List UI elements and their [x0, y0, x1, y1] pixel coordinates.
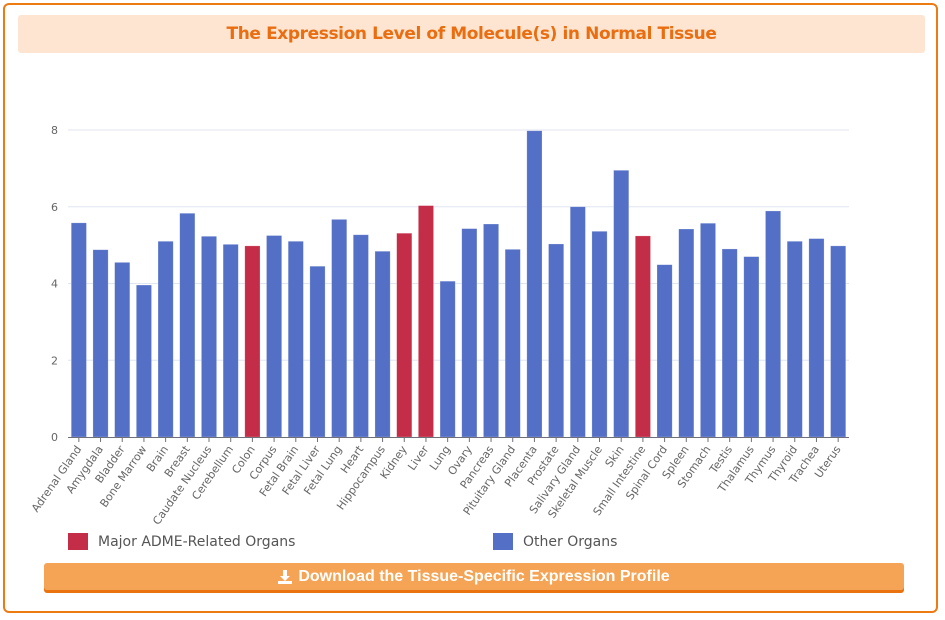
- bar-thyroid[interactable]: [786, 240, 803, 438]
- bar-uterus[interactable]: [830, 245, 847, 438]
- legend-label-other: Other Organs: [523, 533, 618, 550]
- bar-liver[interactable]: [418, 205, 434, 438]
- bar-cerebellum[interactable]: [222, 244, 239, 438]
- y-axis-ticks: 0 2 4 6 8: [51, 124, 58, 444]
- bar-bone-marrow[interactable]: [136, 284, 152, 438]
- x-tick-label: Liver: [405, 443, 431, 473]
- title-bar: The Expression Level of Molecule(s) in N…: [18, 15, 925, 53]
- bar-placenta[interactable]: [526, 130, 543, 438]
- bar-spinal-cord[interactable]: [656, 264, 673, 438]
- bar-stomach[interactable]: [700, 222, 716, 438]
- bar-fetal-lung[interactable]: [331, 219, 348, 438]
- download-profile-button[interactable]: Download the Tissue-Specific Expression …: [44, 563, 904, 590]
- chart-title: The Expression Level of Molecule(s) in N…: [226, 24, 717, 44]
- bar-amygdala[interactable]: [92, 249, 109, 438]
- y-tick-label: 4: [51, 278, 58, 291]
- y-tick-label: 0: [51, 431, 58, 444]
- bar-brain[interactable]: [157, 240, 174, 438]
- legend-item-other[interactable]: Other Organs: [493, 533, 617, 550]
- x-axis: [68, 437, 849, 442]
- bar-prostate[interactable]: [548, 243, 565, 438]
- legend-label-adme: Major ADME-Related Organs: [98, 533, 296, 550]
- grid-lines: [68, 129, 849, 361]
- bar-pituitary-gland[interactable]: [504, 249, 521, 438]
- bar-trachea[interactable]: [808, 238, 825, 438]
- bar-breast[interactable]: [179, 212, 196, 438]
- y-tick-label: 6: [51, 201, 58, 214]
- bar-salivary-gland[interactable]: [569, 206, 586, 438]
- bar-small-intestine[interactable]: [635, 235, 651, 438]
- download-icon: [278, 569, 293, 584]
- bar-kidney[interactable]: [396, 232, 413, 438]
- legend-swatch-other: [493, 533, 513, 550]
- legend-item-adme[interactable]: Major ADME-Related Organs: [68, 533, 295, 550]
- bar-adrenal-gland[interactable]: [70, 222, 87, 438]
- bar-colon[interactable]: [244, 245, 261, 438]
- bar-bladder[interactable]: [114, 262, 131, 438]
- bar-caudate-nucleus[interactable]: [201, 235, 217, 438]
- bar-corpus[interactable]: [266, 235, 282, 438]
- bar-skeletal-muscle[interactable]: [591, 231, 608, 438]
- bar-ovary[interactable]: [461, 228, 478, 438]
- y-tick-label: 8: [51, 124, 58, 137]
- bars: [70, 130, 847, 438]
- bar-pancreas[interactable]: [483, 223, 499, 438]
- bar-thymus[interactable]: [765, 210, 781, 438]
- bar-lung[interactable]: [439, 280, 456, 438]
- bar-skin[interactable]: [613, 169, 630, 438]
- download-label: Download the Tissue-Specific Expression …: [298, 567, 670, 585]
- bar-hippocampus[interactable]: [374, 250, 391, 438]
- y-tick-label: 2: [51, 354, 58, 367]
- bar-testis[interactable]: [721, 248, 738, 438]
- bar-fetal-liver[interactable]: [309, 265, 326, 438]
- bar-thalamus[interactable]: [743, 256, 760, 438]
- bar-fetal-brain[interactable]: [287, 240, 304, 438]
- bar-heart[interactable]: [352, 234, 369, 438]
- legend-swatch-adme: [68, 533, 88, 550]
- bar-spleen[interactable]: [678, 228, 695, 438]
